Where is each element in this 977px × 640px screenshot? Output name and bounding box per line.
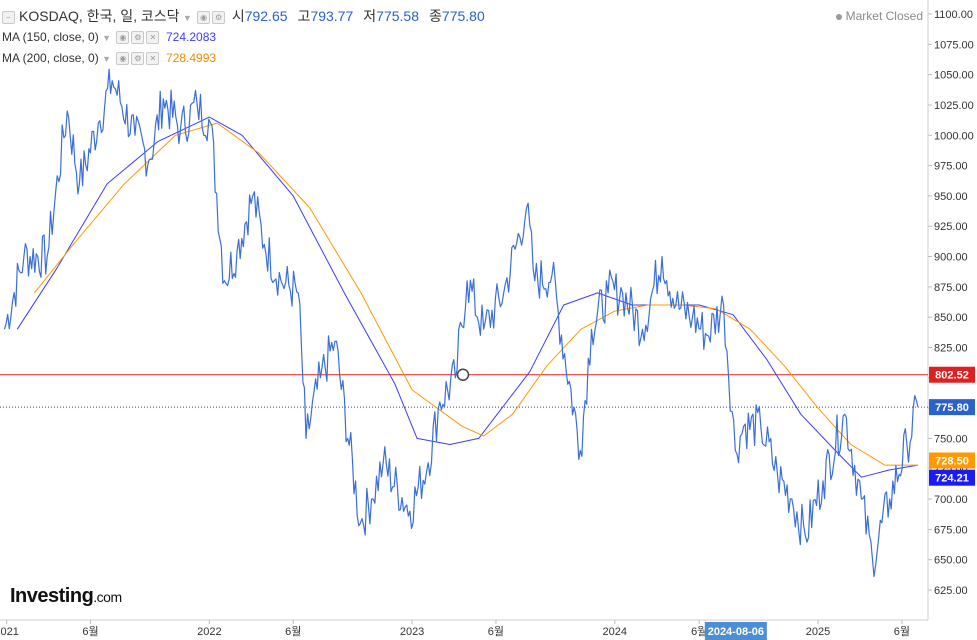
brand-main: Investing [10,585,94,607]
ma150-series-line [16,116,919,478]
ma200-label: MA (200, close, 0) [2,51,99,65]
x-tick-label: 6월 [691,625,707,638]
y-tick-label: 950.00 [934,191,968,203]
market-status-text: Market Closed [845,9,923,23]
x-tick-label: 2021 [0,626,19,638]
x-tick-label: 6월 [894,625,910,638]
ma150-dropdown-icon[interactable]: ▼ [102,33,111,43]
x-tick-label: 2024 [603,626,627,638]
y-tick-label: 825.00 [934,342,968,354]
level-price-label-text: 802.52 [935,370,969,382]
ma150-price-label-bg [929,469,975,486]
symbol-dropdown-icon[interactable]: ▼ [182,13,192,23]
crosshair-date-label: 2024-08-06 [708,626,764,638]
open-value: 792.65 [244,8,288,24]
y-tick-label: 650.00 [934,555,968,567]
brand-logo: Investing.com [10,585,122,608]
x-tick-label: 2023 [400,626,424,638]
y-tick-label: 850.00 [934,312,968,324]
symbol-legend: − KOSDAQ, 한국, 일, 코스닥 ▼ ◉ ⚙ 시792.65 고793.77… [2,6,485,26]
x-tick-label: 2025 [806,626,830,638]
close-value: 775.80 [441,8,485,24]
last-close-price-label: 775.80 [929,399,975,416]
ma200-value: 728.4993 [166,51,217,65]
high-label: 고 [297,8,311,24]
level-price-label: 802.52 [929,366,975,383]
y-tick-label: 1025.00 [934,100,974,112]
ma200-price-label-bg [929,452,975,469]
brand-suffix: .com [93,589,122,605]
close-label: 종 [429,8,442,24]
market-status: Market Closed [835,9,923,23]
low-label: 저 [363,8,377,24]
open-label: 시 [231,8,245,24]
collapse-icon[interactable]: − [2,11,15,25]
ma200-legend: MA (200, close, 0) ▼ ◉ ⚙ ✕ 728.4993 [2,51,217,66]
ma150-legend: MA (150, close, 0) ▼ ◉ ⚙ ✕ 724.2083 [2,30,217,45]
ma200-dropdown-icon[interactable]: ▼ [102,54,111,64]
crosshair-date-bg [704,622,767,640]
y-tick-label: 900.00 [934,252,968,264]
high-value: 793.77 [310,8,354,24]
y-tick-label: 750.00 [934,433,968,445]
x-tick-label: 6월 [82,625,98,638]
y-tick-label: 675.00 [934,524,968,536]
y-tick-label: 975.00 [934,161,968,173]
ma200-series-line [34,122,918,466]
x-tick-label: 2022 [197,626,221,638]
eye-icon[interactable]: ◉ [197,11,211,25]
last-close-price-label-bg [929,399,975,416]
price-series-line [3,68,919,578]
level-price-label-bg [929,366,975,383]
ma200-price-label-text: 728.50 [935,455,969,467]
last-close-price-label-text: 775.80 [935,402,969,414]
line-anchor-handle [456,368,470,381]
ma150-price-label: 724.21 [929,469,975,486]
ma200-settings-icon[interactable]: ⚙ [131,52,145,66]
status-dot-icon [835,13,842,20]
y-tick-label: 1075.00 [934,39,974,51]
settings-icon[interactable]: ⚙ [212,11,226,25]
y-tick-label: 700.00 [934,494,968,506]
symbol-title: KOSDAQ, 한국, 일, 코스닥 [19,8,180,24]
x-tick-label: 6월 [488,625,504,638]
y-tick-label: 1100.00 [934,9,973,21]
ma150-value: 724.2083 [166,30,217,44]
y-tick-label: 875.00 [934,282,968,294]
ma200-close-icon[interactable]: ✕ [146,52,160,66]
y-tick-label: 925.00 [934,221,968,233]
ma200-price-label: 728.50 [929,452,975,469]
ma200-eye-icon[interactable]: ◉ [116,52,130,66]
y-tick-label: 625.00 [934,585,968,597]
ma150-settings-icon[interactable]: ⚙ [131,31,145,45]
ma150-label: MA (150, close, 0) [2,30,99,44]
y-tick-label: 1000.00 [934,130,974,142]
x-tick-label: 6월 [285,625,301,638]
ma150-eye-icon[interactable]: ◉ [116,31,130,45]
ma150-price-label-text: 724.21 [935,473,969,485]
ma150-close-icon[interactable]: ✕ [146,31,160,45]
y-tick-label: 1050.00 [934,70,974,82]
low-value: 775.58 [376,8,419,24]
